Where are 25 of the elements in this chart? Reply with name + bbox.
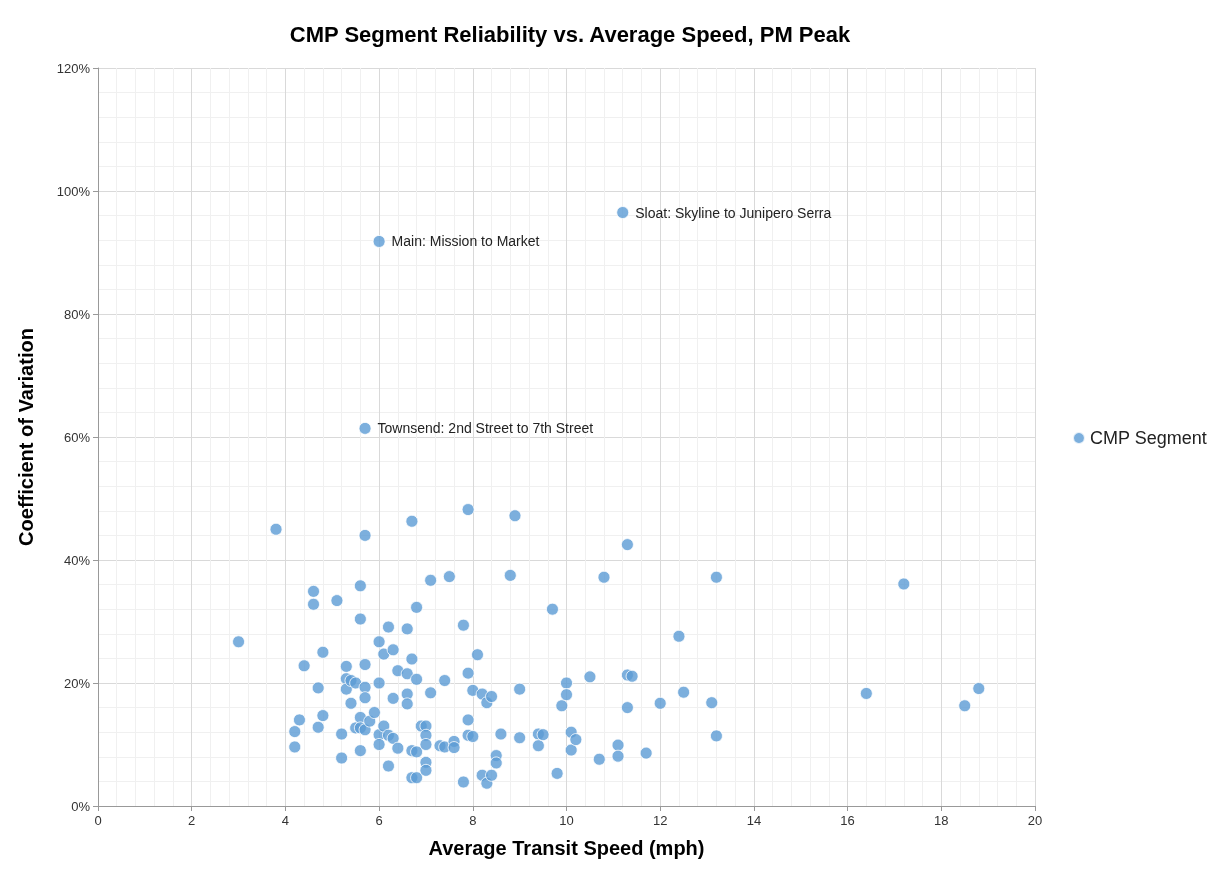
y-tick-label: 40%: [63, 552, 91, 568]
x-tick-label: 18: [934, 813, 949, 828]
x-axis-title: Average Transit Speed (mph): [428, 837, 705, 859]
chart-title: CMP Segment Reliability vs. Average Speed, PM Peak: [289, 21, 851, 47]
y-tick-label: 60%: [63, 429, 91, 445]
x-tick-label: 2: [188, 813, 196, 828]
x-tick-label: 0: [94, 813, 102, 828]
annotation: Main: Mission to Market: [391, 233, 540, 250]
annotation: Townsend: 2nd Street to 7th Street: [377, 420, 594, 437]
x-tick-label: 12: [652, 813, 668, 828]
y-tick-label: 0%: [71, 798, 91, 814]
annotation: Sloat: Skyline to Junipero Serra: [635, 204, 832, 221]
y-tick-label: 100%: [56, 183, 91, 199]
y-tick-label: 20%: [63, 675, 91, 691]
x-tick-label: 14: [746, 813, 762, 828]
y-axis-title: Coefficient of Variation: [15, 328, 37, 546]
x-tick-label: 4: [281, 813, 290, 828]
x-tick-label: 6: [375, 813, 383, 828]
x-tick-label: 16: [840, 813, 855, 828]
y-tick-label: 120%: [56, 60, 91, 76]
y-tick-label: 80%: [63, 306, 91, 322]
x-tick-label: 8: [469, 813, 477, 828]
x-tick-label: 10: [559, 813, 574, 828]
x-tick-label: 20: [1027, 813, 1043, 828]
legend-label: CMP Segment: [1089, 428, 1207, 448]
